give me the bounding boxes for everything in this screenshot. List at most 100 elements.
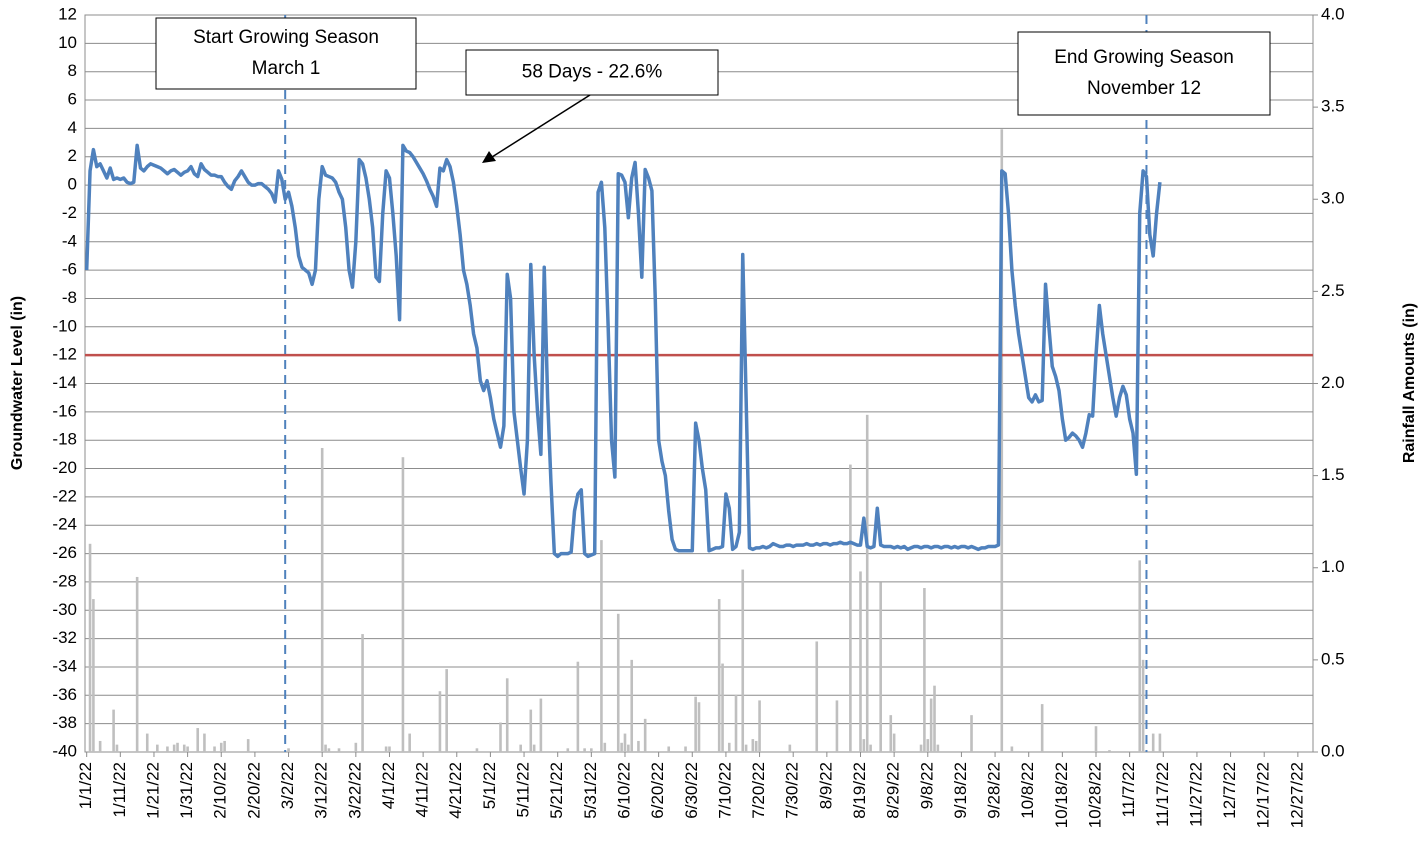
x-tick-label: 3/2/22: [278, 762, 297, 809]
rain-bar: [213, 746, 216, 752]
annotation-arrow: [491, 94, 591, 158]
x-tick-label: 7/30/22: [783, 762, 802, 819]
y2-tick-label: 4.0: [1321, 4, 1345, 23]
rain-bar: [751, 739, 755, 752]
x-tick-label: 8/29/22: [884, 762, 903, 819]
rain-bar: [929, 698, 933, 752]
rain-bar: [324, 744, 327, 752]
rain-bar: [1000, 129, 1004, 753]
y-tick-label: 2: [68, 146, 77, 165]
rain-bar: [499, 722, 502, 752]
x-tick-label: 4/1/22: [379, 762, 398, 809]
y-tick-label: -26: [52, 543, 77, 562]
y2-tick-label: 2.0: [1321, 373, 1345, 392]
annotation-text: End Growing Season: [1054, 47, 1234, 68]
x-tick-label: 1/31/22: [177, 762, 196, 819]
rain-bar: [475, 748, 479, 752]
rain-bar: [727, 742, 731, 752]
x-tick-label: 5/11/22: [514, 762, 533, 817]
annotation-box: [155, 17, 417, 90]
rain-bar: [862, 739, 866, 752]
rain-bar: [1138, 560, 1142, 752]
x-tick-label: 2/10/22: [211, 762, 230, 819]
y-tick-label: 0: [68, 175, 77, 194]
y-tick-label: -18: [52, 430, 77, 449]
x-tick-label: 4/11/22: [413, 762, 432, 817]
y-tick-label: 6: [68, 90, 77, 109]
rain-bar: [532, 744, 536, 752]
rain-bar: [627, 744, 630, 752]
rain-bar: [667, 746, 671, 752]
x-tick-label: 11/17/22: [1153, 762, 1172, 827]
y-tick-label: -12: [52, 345, 77, 364]
annotation-text: March 1: [252, 58, 321, 79]
rain-bar: [815, 641, 819, 752]
x-tick-label: 3/22/22: [345, 762, 364, 819]
rain-bar: [1094, 726, 1098, 752]
rain-bar: [758, 700, 761, 752]
y-tick-label: -4: [62, 231, 77, 250]
rain-bar: [354, 742, 358, 752]
y2-axis-title: Rainfall Amounts (in): [1401, 303, 1418, 463]
rain-bar: [186, 746, 189, 752]
rain-bar: [623, 733, 627, 752]
rain-bar: [892, 733, 896, 752]
y-tick-label: 12: [58, 4, 77, 23]
groundwater-line: [84, 143, 1162, 559]
y2-tick-label: 3.0: [1321, 189, 1345, 208]
annotation-box: [1017, 31, 1271, 116]
rain-bar: [835, 700, 839, 752]
rain-bar: [590, 748, 593, 752]
x-tick-label: 6/10/22: [614, 762, 633, 819]
y-tick-label: -2: [62, 203, 77, 222]
y-tick-label: 4: [68, 118, 77, 137]
rain-bar: [219, 742, 223, 752]
rain-bar: [583, 748, 586, 752]
rain-bar: [92, 599, 95, 752]
y-tick-label: -20: [52, 458, 77, 477]
y-axis-title: Groundwater Level (in): [9, 296, 26, 470]
x-tick-label: 12/17/22: [1254, 762, 1273, 828]
rain-bar: [684, 746, 687, 752]
rain-bar: [166, 746, 169, 752]
rain-bar: [223, 740, 226, 752]
rain-bar: [788, 744, 792, 752]
y-tick-label: -32: [52, 628, 77, 647]
rain-bar: [1108, 750, 1111, 752]
rain-bar: [933, 685, 936, 752]
rain-bar: [697, 702, 701, 752]
x-tick-label: 5/21/22: [547, 762, 566, 819]
rain-bar: [246, 739, 250, 752]
x-tick-label: 9/28/22: [985, 762, 1004, 819]
rain-bar: [744, 744, 748, 752]
rain-bar: [115, 744, 119, 752]
x-tick-label: 12/27/22: [1287, 762, 1306, 828]
x-tick-label: 8/19/22: [850, 762, 869, 819]
rain-bar: [88, 543, 92, 752]
x-tick-label: 9/8/22: [917, 762, 936, 809]
rain-bar: [566, 748, 570, 752]
x-tick-label: 12/7/22: [1220, 762, 1239, 819]
x-tick-label: 1/1/22: [76, 762, 95, 809]
rain-bar: [616, 613, 620, 752]
rain-bar: [576, 661, 580, 752]
rain-bar: [926, 739, 930, 752]
y-tick-label: -40: [52, 741, 77, 760]
rain-bar: [970, 715, 973, 752]
rain-bar: [859, 571, 862, 752]
rain-bar: [182, 744, 186, 752]
rain-bar: [176, 742, 179, 752]
y2-tick-label: 1.5: [1321, 465, 1345, 484]
rain-bar: [519, 744, 522, 752]
rain-bar: [287, 748, 290, 752]
annotation-text: November 12: [1087, 78, 1201, 99]
y-tick-label: 8: [68, 61, 77, 80]
rain-bar: [361, 634, 364, 752]
rain-bar: [98, 740, 102, 752]
rain-bar: [879, 582, 882, 752]
rain-bar: [741, 569, 745, 752]
rain-bar: [620, 742, 623, 752]
rain-bar: [694, 696, 697, 752]
rain-bar: [438, 691, 442, 752]
rain-bar: [327, 748, 331, 752]
